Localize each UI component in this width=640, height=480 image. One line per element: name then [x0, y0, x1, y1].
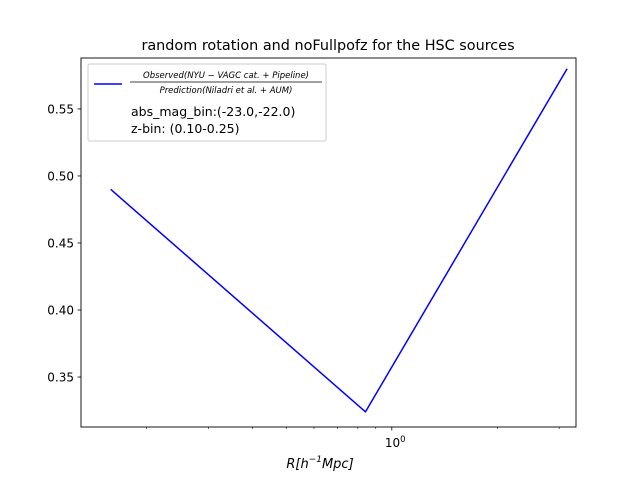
y-tick-label: 0.40 [47, 303, 74, 317]
y-tick-label: 0.55 [47, 102, 74, 116]
legend-abs-mag-bin: abs_mag_bin:(-23.0,-22.0) [131, 104, 295, 119]
plot-area: 0.35 0.40 0.45 0.50 0.55 100 [47, 57, 577, 450]
axis-ticks: 0.35 0.40 0.45 0.50 0.55 100 [47, 102, 560, 450]
series-line [110, 68, 568, 413]
x-tick-label: 100 [385, 435, 406, 450]
legend-box [87, 63, 327, 142]
x-axis-label: R[h−1Mpc] [286, 455, 353, 472]
legend-series-numerator: Observed(NYU − VAGC cat. + Pipeline) [143, 71, 309, 81]
y-tick-label: 0.35 [47, 371, 74, 385]
chart-title: random rotation and noFullpofz for the H… [141, 38, 514, 54]
y-tick-label: 0.45 [47, 236, 74, 250]
legend: Observed(NYU − VAGC cat. + Pipeline) Pre… [87, 63, 327, 142]
y-tick-label: 0.50 [47, 169, 74, 183]
axes-frame [80, 57, 577, 428]
legend-series-denominator: Prediction(Niladri et al. + AUM) [160, 86, 293, 96]
legend-z-bin: z-bin: (0.10-0.25) [131, 121, 240, 136]
